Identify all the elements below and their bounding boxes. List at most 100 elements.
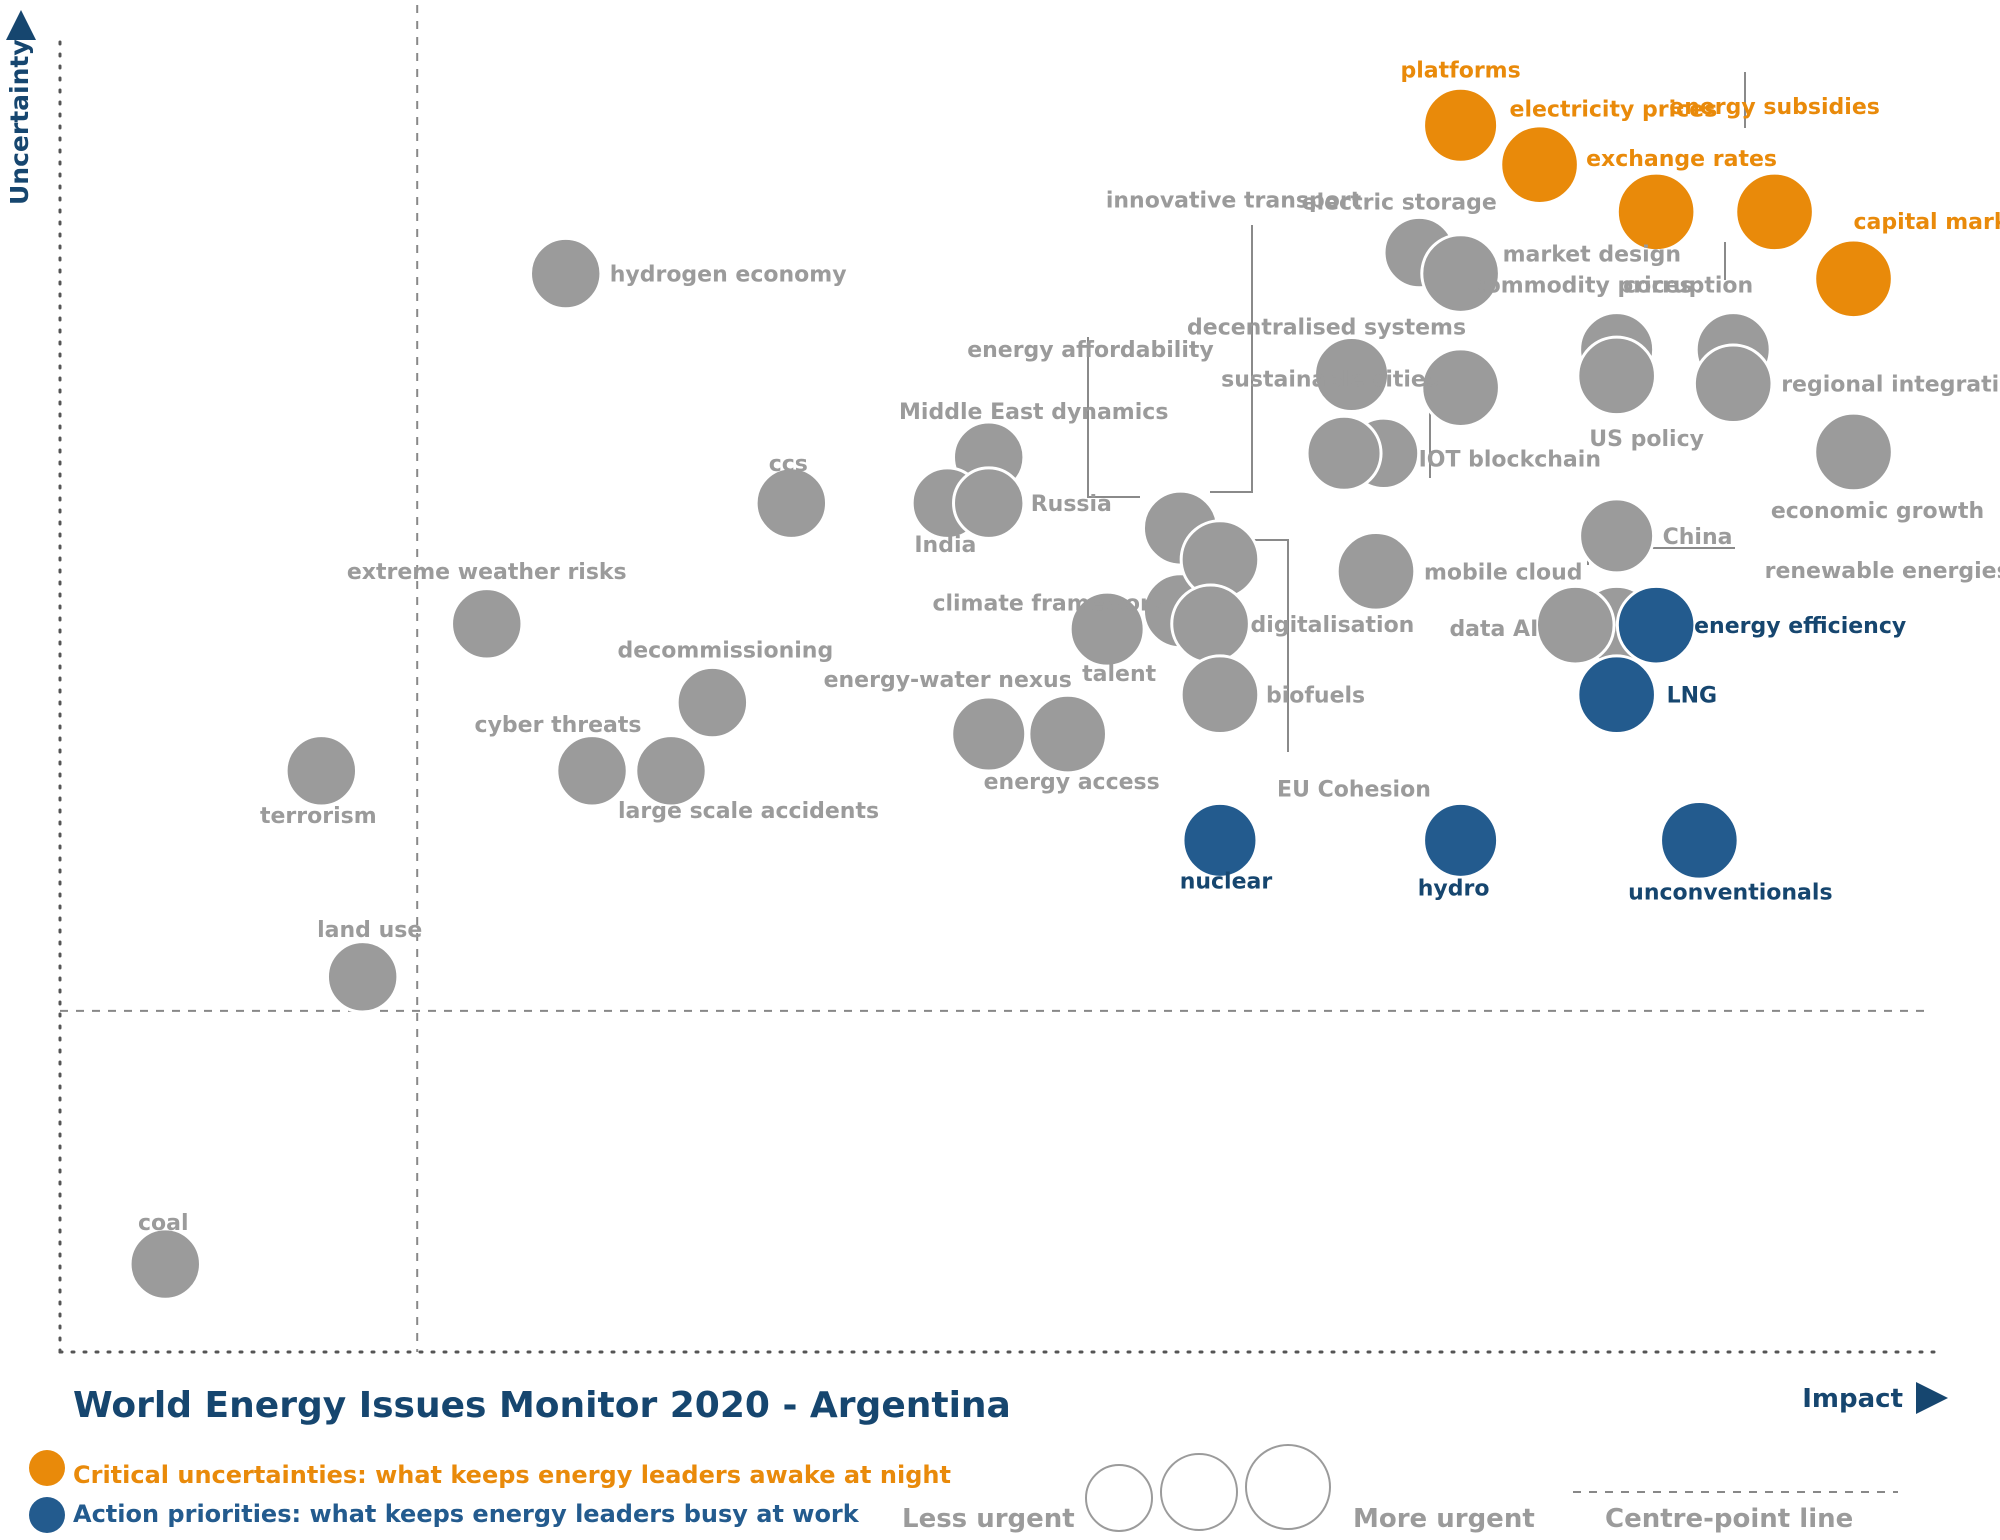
point-label-sustainable-cities: sustainable cities <box>1221 367 1439 392</box>
point-label-talent: talent <box>1082 662 1156 687</box>
point-label-eu-cohesion: EU Cohesion <box>1277 778 1431 803</box>
point-label-terrorism: terrorism <box>260 804 377 829</box>
legend-centre-line-text: Centre-point line <box>1605 1504 1853 1534</box>
chart-title: World Energy Issues Monitor 2020 - Argen… <box>73 1385 1011 1426</box>
leader-energy-affordability <box>1087 337 1140 498</box>
point-label-innovative-transport: innovative transport <box>1106 188 1362 213</box>
point-label-energy-efficiency: energy efficiency <box>1694 614 1906 639</box>
point-economic-growth <box>1813 411 1894 493</box>
point-label-economic-growth: economic growth <box>1771 499 1984 524</box>
point-label-unconventionals: unconventionals <box>1628 880 1832 905</box>
point-label-biofuels: biofuels <box>1266 684 1365 709</box>
point-label-capital-markets: capital markets <box>1854 210 2000 235</box>
point-label-hydrogen-economy: hydrogen economy <box>610 263 847 288</box>
point-regional-integration <box>1692 343 1774 425</box>
point-label-decommissioning: decommissioning <box>618 639 834 664</box>
point-label-exchange-rates: exchange rates <box>1586 147 1777 172</box>
point-lng <box>1576 654 1657 735</box>
point-label-energy-subsidies: energy subsidies <box>1669 95 1880 120</box>
point-label-commodity-prices: commodity prices <box>1473 274 1693 299</box>
point-label-land-use: land use <box>317 918 422 943</box>
point-terrorism <box>284 734 359 808</box>
x-axis-label: Impact <box>1802 1384 1903 1414</box>
point-label-energy-water-nexus: energy-water nexus <box>824 668 1072 693</box>
point-label-climate-framework: climate framework <box>932 592 1166 617</box>
point-capital-markets <box>1813 238 1894 320</box>
point-label-large-scale-accidents: large scale accidents <box>618 799 879 824</box>
legend-less-urgent: Less urgent <box>902 1504 1075 1534</box>
point-label-decentralised-systems: decentralised systems <box>1187 316 1466 341</box>
point-label-lng: LNG <box>1667 684 1718 709</box>
leader-innovative-transport <box>1210 225 1253 493</box>
point-label-electricity-prices: electricity prices <box>1510 98 1718 123</box>
point-biofuels <box>1179 654 1261 735</box>
point-label-energy-affordability: energy affordability <box>967 338 1214 363</box>
point-coal <box>128 1227 202 1301</box>
point-hydro <box>1422 801 1500 879</box>
point-label-mobile-cloud: mobile cloud <box>1424 560 1583 585</box>
point-label-regional-integration: regional integration <box>1781 373 2000 398</box>
point-label-middle-east-dynamics: Middle East dynamics <box>899 400 1168 425</box>
point-land-use <box>325 940 400 1014</box>
legend-size-large <box>1245 1444 1331 1530</box>
y-axis-arrow-icon <box>6 10 36 40</box>
point-label-hydro: hydro <box>1418 876 1490 901</box>
legend-critical-dot <box>29 1450 65 1486</box>
point-label-russia: Russia <box>1031 492 1112 517</box>
point-label-corruption: corruption <box>1623 274 1753 299</box>
point-ccs <box>754 466 829 540</box>
point-decentralised-systems <box>1313 336 1391 414</box>
point-label-digitalisation: digitalisation <box>1251 613 1415 638</box>
point-russia <box>952 466 1026 540</box>
point-extreme-weather-risks <box>450 587 524 661</box>
point-large-scale-accidents <box>634 734 708 808</box>
point-energy-access <box>1027 693 1108 775</box>
y-axis-label: Uncertainty <box>5 39 34 205</box>
point-market-design <box>1420 233 1501 314</box>
point-energy-subsidies <box>1734 171 1815 253</box>
point-label-platforms: platforms <box>1400 58 1520 83</box>
legend-critical-text: Critical uncertainties: what keeps energ… <box>73 1461 951 1489</box>
point-sustainable-cities <box>1305 414 1383 492</box>
point-hydrogen-economy <box>529 236 603 311</box>
point-electricity-prices <box>1499 124 1580 205</box>
point-cyber-threats <box>555 734 629 808</box>
point-exchange-rates <box>1615 171 1697 253</box>
point-digitalisation <box>1170 583 1251 665</box>
point-label-india: India <box>914 533 976 558</box>
point-label-china: China <box>1663 525 1733 550</box>
point-label-electric-storage: electric storage <box>1302 191 1497 216</box>
point-label-nuclear: nuclear <box>1180 869 1273 894</box>
legend-size-medium <box>1160 1453 1238 1531</box>
point-energy-efficiency <box>1615 584 1697 666</box>
point-label-ccs: ccs <box>769 452 808 477</box>
x-axis-arrow-icon <box>1916 1382 1948 1414</box>
point-china <box>1578 497 1656 575</box>
legend-size-small <box>1085 1464 1153 1532</box>
legend-action-dot <box>29 1497 65 1533</box>
point-us-policy <box>1576 335 1657 417</box>
point-unconventionals <box>1659 800 1740 881</box>
point-platforms <box>1422 86 1500 164</box>
point-labels: platforms electricity prices exchange rate… <box>138 58 2000 1236</box>
point-label-us-policy: US policy <box>1589 427 1704 452</box>
point-label-market-design: market design <box>1503 243 1681 268</box>
point-label-data-ai: data AI <box>1449 617 1538 642</box>
point-label-coal: coal <box>138 1211 189 1236</box>
point-nuclear <box>1181 801 1259 879</box>
data-points <box>128 86 1894 1301</box>
point-energy-water-nexus <box>950 695 1028 773</box>
point-talent <box>1068 590 1146 668</box>
point-label-renewable-energies: renewable energies <box>1765 559 2000 584</box>
point-iot-blockchain <box>1420 347 1501 428</box>
point-label-cyber-threats: cyber threats <box>475 713 642 738</box>
point-label-iot-blockchain: IOT blockchain <box>1419 448 1601 473</box>
point-mobile-cloud <box>1335 531 1417 612</box>
point-decommissioning <box>675 665 750 740</box>
legend-action-text: Action priorities: what keeps energy lea… <box>73 1500 860 1528</box>
legend-more-urgent: More urgent <box>1353 1504 1535 1534</box>
point-label-extreme-weather-risks: extreme weather risks <box>347 560 627 585</box>
point-data-ai <box>1534 584 1616 666</box>
point-label-energy-access: energy access <box>984 770 1160 795</box>
